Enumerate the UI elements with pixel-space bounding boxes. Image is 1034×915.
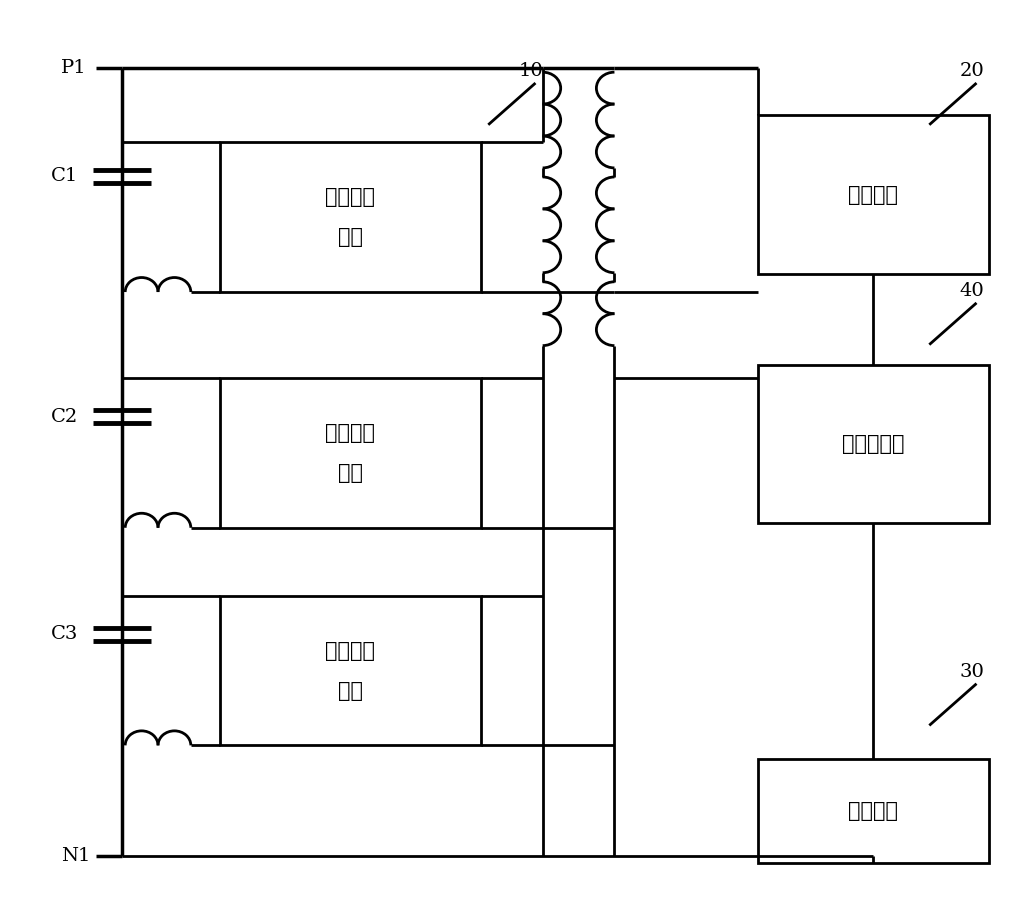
Text: 均衡控制: 均衡控制 <box>326 423 375 443</box>
Text: 均衡电源: 均衡电源 <box>849 185 899 205</box>
Text: 20: 20 <box>960 62 984 80</box>
Text: 电路: 电路 <box>338 227 363 247</box>
Text: 均衡控制: 均衡控制 <box>326 188 375 208</box>
Text: C1: C1 <box>51 167 78 186</box>
Text: 均衡控制器: 均衡控制器 <box>842 434 905 454</box>
Text: 40: 40 <box>960 282 984 300</box>
Text: 采样电路: 采样电路 <box>849 802 899 821</box>
Bar <box>219 378 481 528</box>
Text: 30: 30 <box>960 662 984 681</box>
Text: C2: C2 <box>51 408 78 425</box>
Text: 10: 10 <box>519 62 544 80</box>
Text: 均衡控制: 均衡控制 <box>326 640 375 661</box>
Bar <box>758 364 989 523</box>
Bar <box>758 115 989 274</box>
Bar <box>758 759 989 863</box>
Text: N1: N1 <box>61 847 90 866</box>
Text: C3: C3 <box>51 625 78 643</box>
Text: P1: P1 <box>61 59 86 77</box>
Bar <box>219 596 481 746</box>
Text: 电路: 电路 <box>338 463 363 483</box>
Text: 电路: 电路 <box>338 681 363 701</box>
Bar <box>219 143 481 292</box>
